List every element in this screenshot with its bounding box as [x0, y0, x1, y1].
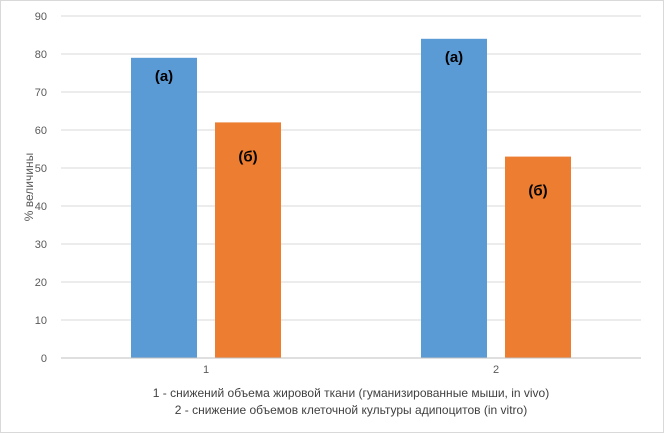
x-axis-title-line-2: 2 - снижение объемов клеточной культуры …	[175, 403, 527, 417]
y-tick-label: 80	[35, 49, 47, 61]
x-axis-title-line-1: 1 - снижений объема жировой ткани (гуман…	[153, 386, 549, 400]
x-tick-label: 2	[493, 364, 499, 376]
y-tick-label: 50	[35, 163, 47, 175]
bar-2-series-2	[505, 156, 571, 358]
y-tick-label: 60	[35, 125, 47, 137]
x-tick-label: 1	[203, 364, 209, 376]
bar-data-label: (б)	[528, 183, 547, 200]
y-tick-label: 40	[35, 201, 47, 213]
y-tick-label: 20	[35, 277, 47, 289]
y-tick-label: 70	[35, 87, 47, 99]
bar-1-series-2	[215, 122, 281, 359]
bar-1-series-1	[131, 57, 197, 359]
y-tick-label: 0	[41, 353, 47, 365]
bars	[131, 38, 571, 359]
y-tick-label: 90	[35, 11, 47, 23]
bar-data-label: (а)	[445, 49, 463, 66]
y-tick-label: 10	[35, 315, 47, 327]
bar-data-label: (б)	[238, 148, 257, 165]
y-tick-label: 30	[35, 239, 47, 251]
bar-data-label: (а)	[155, 68, 173, 85]
y-axis-title: % величины	[22, 153, 36, 221]
bar-labels: (а) (б) (а) (б)	[155, 49, 548, 200]
bar-2-series-1	[421, 38, 487, 359]
y-axis-ticks: 0 10 20 30 40 50 60 70 80 90	[35, 11, 47, 365]
